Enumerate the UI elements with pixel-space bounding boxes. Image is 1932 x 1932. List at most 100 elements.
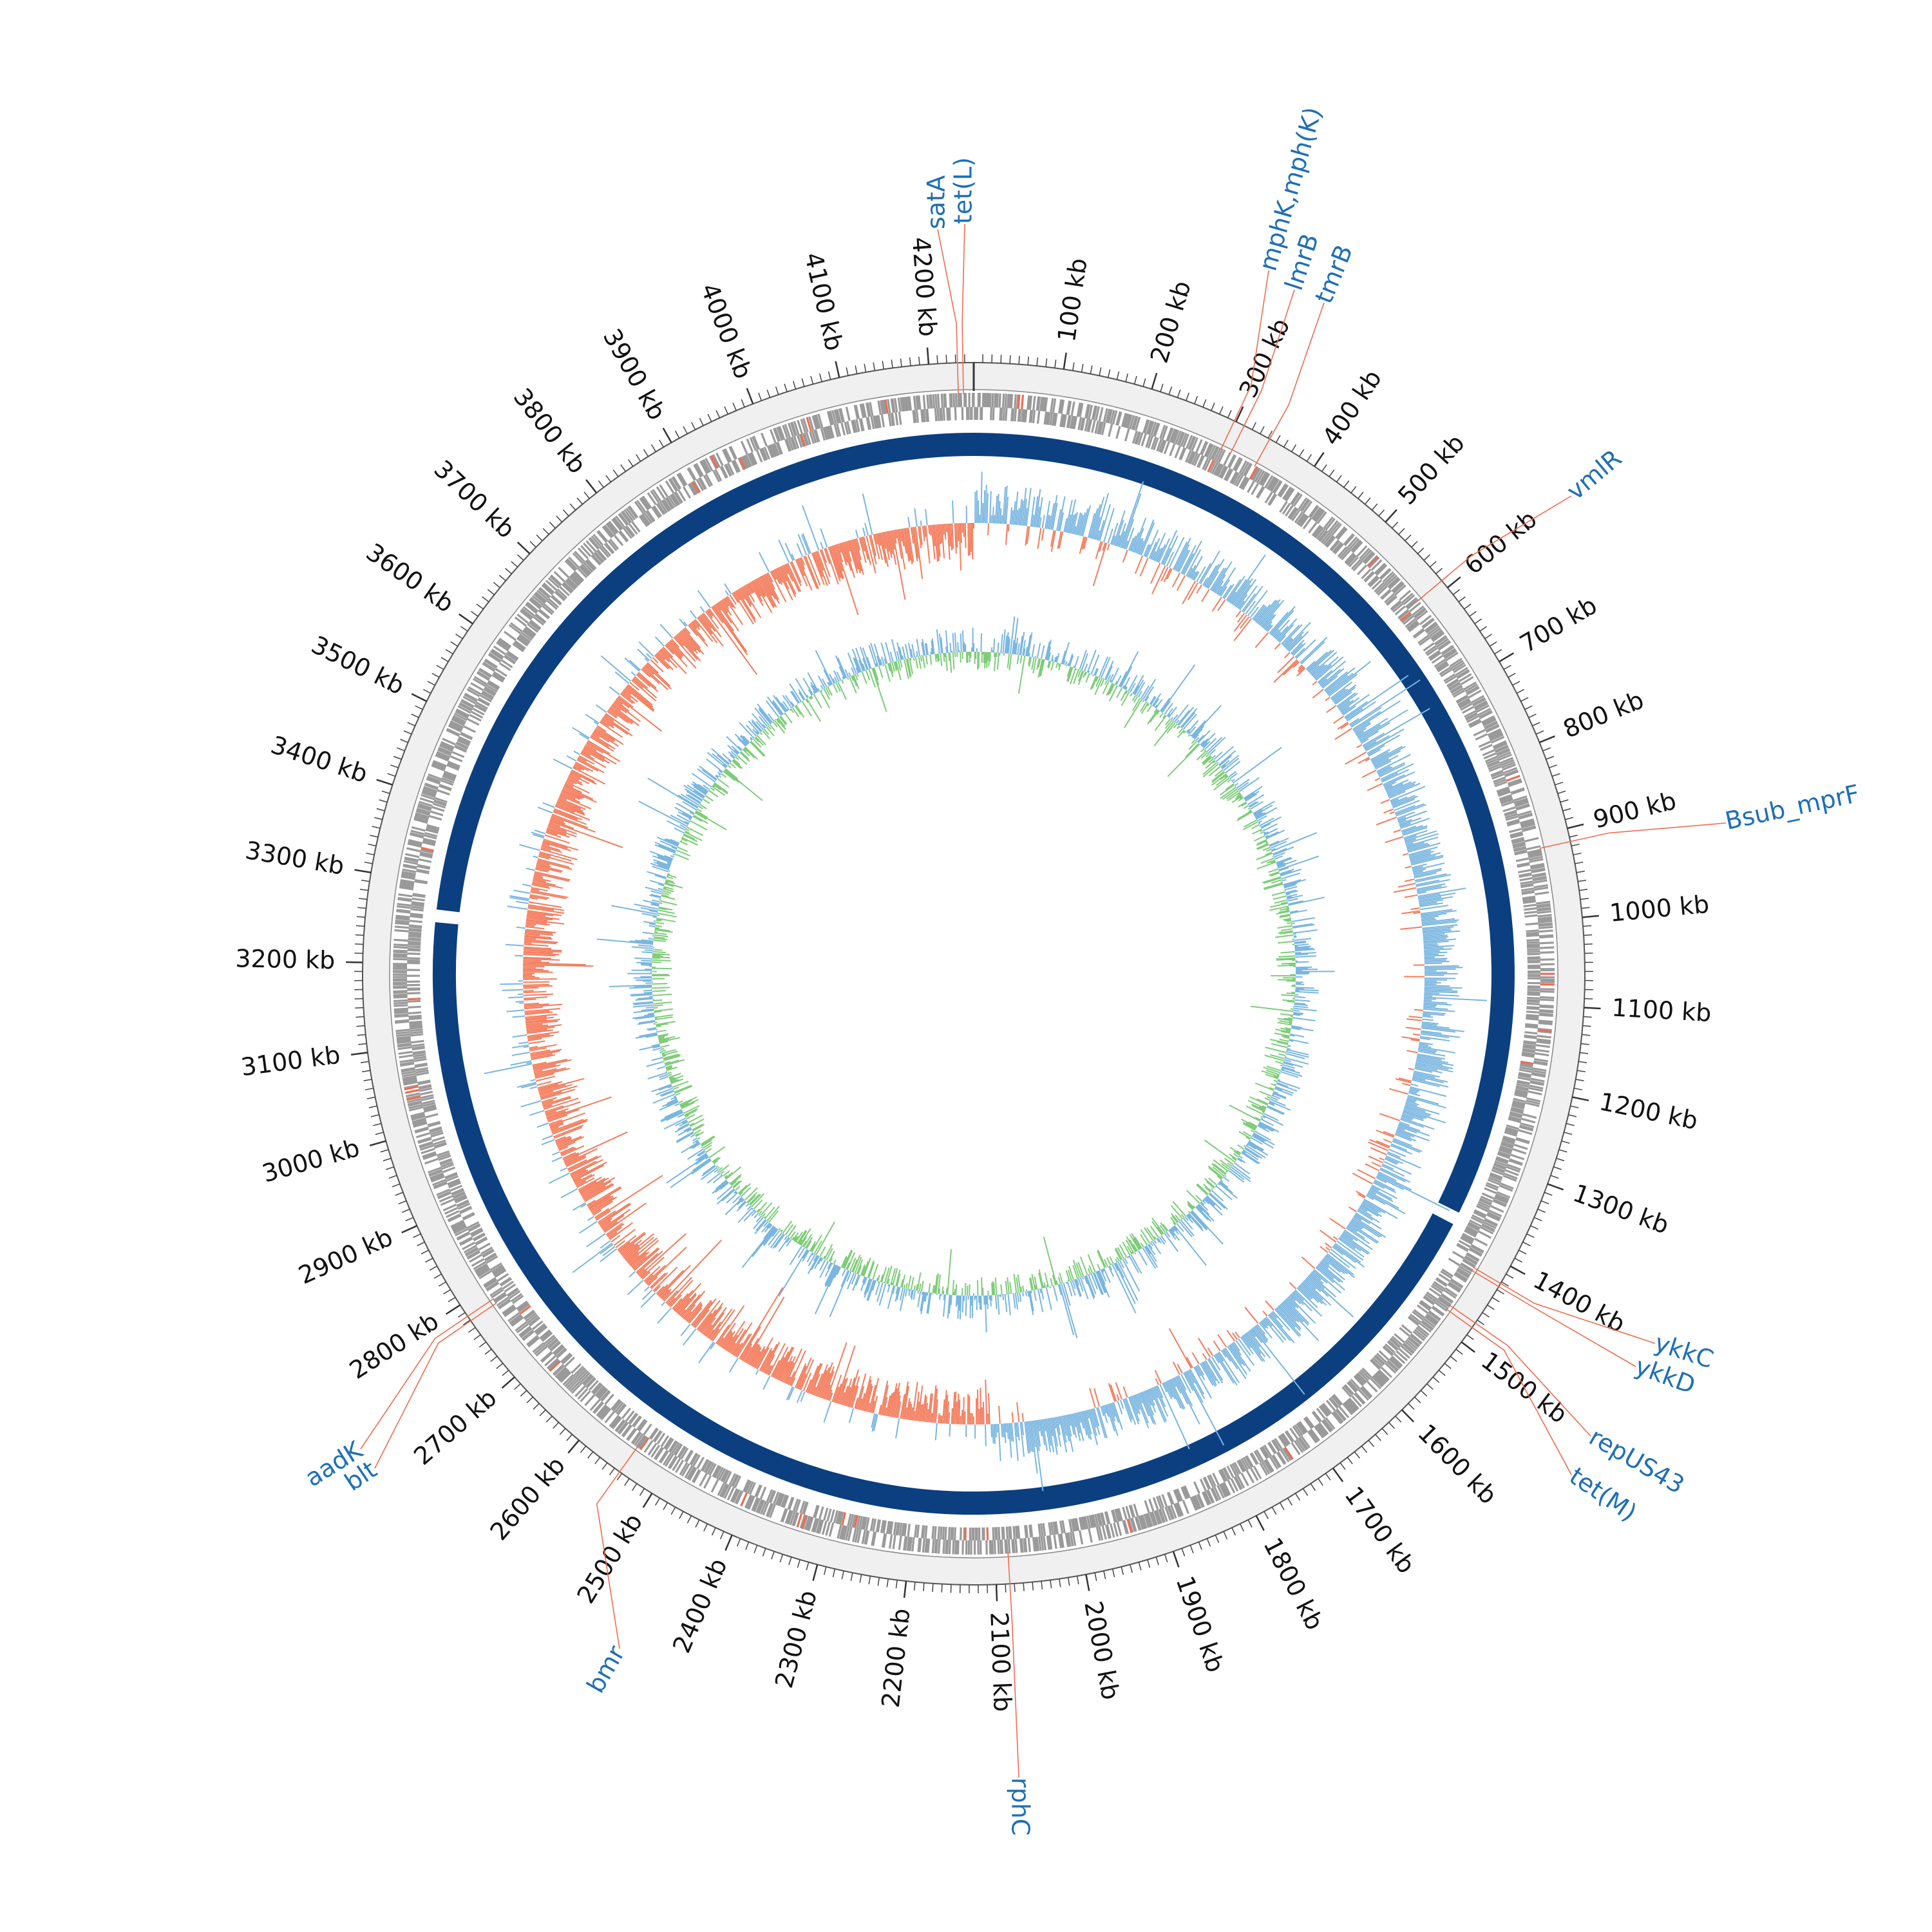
major-tick [926, 347, 930, 365]
tick-label: 300 kb [1234, 314, 1296, 402]
major-tick [1572, 1096, 1589, 1102]
tick-label: 900 kb [1591, 786, 1679, 834]
ruler-band [363, 363, 1585, 1585]
major-tick [354, 869, 372, 874]
tick-label: 2200 kb [876, 1607, 916, 1709]
major-tick [1314, 451, 1325, 467]
annotation-leader-line [1446, 1309, 1572, 1475]
contig-track [432, 433, 1515, 1515]
major-tick [459, 613, 473, 625]
gene-annotation-label: vmlR [1561, 444, 1627, 506]
major-tick [1510, 1265, 1526, 1275]
major-tick [812, 1564, 819, 1581]
major-tick [369, 1140, 386, 1147]
major-tick [662, 428, 672, 443]
tick-label: 1700 kb [1339, 1481, 1421, 1578]
gene-annotation-label: satA [922, 175, 951, 229]
tick-label: 500 kb [1392, 429, 1470, 510]
major-tick [376, 779, 393, 786]
gene-annotation-label: Bsub_mprF [1723, 779, 1862, 835]
tick-label: 2700 kb [408, 1383, 502, 1470]
minor-ticks [354, 354, 1594, 1594]
tick-label: 4200 kb [907, 236, 942, 337]
tick-label: 400 kb [1317, 365, 1387, 450]
feature-track [392, 392, 1555, 1555]
minor-tick-path [354, 354, 1594, 1594]
tick-label: 2800 kb [345, 1307, 444, 1385]
tick-label: 200 kb [1145, 278, 1197, 366]
tick-label: 3600 kb [361, 538, 459, 618]
annotation-leader-line [1539, 822, 1727, 849]
major-tick [835, 361, 840, 378]
major-tick [642, 1493, 653, 1508]
tick-label: 3500 kb [307, 630, 409, 700]
annotation-leader-line [1417, 495, 1572, 601]
major-tick [1151, 372, 1158, 390]
tick-label: 2100 kb [985, 1611, 1017, 1712]
tick-label: 1900 kb [1170, 1573, 1229, 1676]
tick-label: 100 kb [1052, 256, 1093, 344]
gc-content-low [651, 651, 1296, 1296]
gc-skew-negative [522, 522, 1425, 1425]
tick-label: 2300 kb [770, 1587, 822, 1691]
gene-features [392, 392, 1555, 1555]
major-tick [1584, 1007, 1601, 1010]
tick-label: 2500 kb [571, 1509, 648, 1609]
tick-label: 2000 kb [1079, 1599, 1125, 1702]
major-tick [903, 1581, 907, 1598]
major-tick [1582, 914, 1599, 918]
gene-annotation-label: tet(L) [949, 157, 978, 224]
tick-label: 1800 kb [1258, 1533, 1329, 1634]
annotation-leader-line [374, 1302, 497, 1469]
ruler-ring [362, 362, 1586, 1586]
major-tick [1332, 1468, 1344, 1482]
major-tick [1401, 1409, 1414, 1423]
tick-label: 3300 kb [243, 836, 346, 880]
tick-label: 2400 kb [667, 1554, 733, 1657]
major-tick [567, 1439, 580, 1454]
annotation-leader-line [937, 229, 959, 395]
tick-label: 4100 kb [799, 250, 849, 354]
major-tick [1446, 576, 1461, 589]
annotation-leader-line [1471, 1270, 1636, 1367]
tick-label: 1100 kb [1611, 994, 1712, 1028]
major-tick [401, 1225, 417, 1234]
highlighted-features [404, 394, 1555, 1540]
major-tick [585, 479, 598, 494]
tick-label: 1300 kb [1569, 1179, 1673, 1240]
tick-label: 1400 kb [1529, 1265, 1630, 1338]
annotation-leader-line [1449, 1304, 1591, 1437]
annotation-leader-line [961, 223, 965, 395]
tick-label: 600 kb [1459, 505, 1542, 580]
annotation-leader-line [1473, 1267, 1656, 1344]
contig-arc [432, 922, 1454, 1515]
gene-annotation-label: rphC [1007, 1777, 1035, 1835]
tick-label: 3900 kb [598, 324, 672, 424]
major-tick [1063, 352, 1067, 370]
annotation-leader-line [1220, 270, 1269, 450]
major-tick [501, 1376, 515, 1389]
major-tick [1499, 652, 1514, 663]
annotation-leader-line [596, 1446, 639, 1649]
major-tick [1085, 1574, 1090, 1591]
major-tick [724, 1535, 733, 1551]
major-tick [411, 693, 428, 703]
tick-label: 3100 kb [239, 1041, 341, 1082]
major-tick [350, 1052, 368, 1056]
tick-label: 1200 kb [1597, 1087, 1701, 1135]
major-tick [1461, 1341, 1475, 1353]
tick-label: 3000 kb [259, 1133, 363, 1188]
gc-skew-track [484, 471, 1487, 1492]
gc-skew-positive [484, 471, 1487, 1492]
major-tick [1547, 1183, 1564, 1191]
tick-label: 3800 kb [508, 383, 592, 478]
tick-label: 3400 kb [267, 730, 371, 788]
major-tick [1172, 1551, 1180, 1567]
annotation-leader-line [1229, 289, 1295, 455]
major-tick [746, 388, 754, 404]
major-tick [1235, 406, 1244, 422]
annotation-leader-line [360, 1298, 495, 1450]
gc-content-track [597, 616, 1335, 1339]
